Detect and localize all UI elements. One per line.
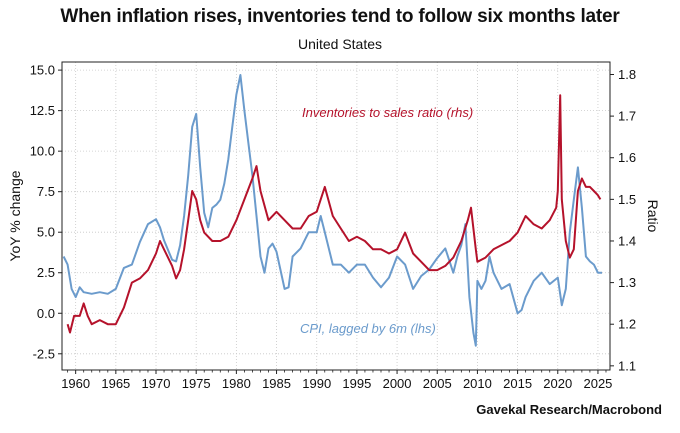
inventories-series-line: [66, 94, 602, 334]
x-tick-label: 1985: [262, 376, 291, 391]
y-axis-left: -2.5 0.0 2.5 5.0 7.5 10.0 12.5 15.0: [30, 63, 62, 361]
y-left-tick-label: 10.0: [30, 144, 55, 159]
chart-subtitle: United States: [297, 36, 383, 52]
x-tick-label: 1975: [182, 376, 211, 391]
y-left-tick-label: 2.5: [37, 265, 55, 280]
chart-title: When inflation rises, inventories tend t…: [60, 6, 620, 27]
x-tick-label: 2020: [543, 376, 572, 391]
cpi-series-line: [62, 74, 602, 347]
y-right-tick-label: 1.7: [618, 109, 636, 124]
inventories-series-label: Inventories to sales ratio (rhs): [302, 105, 473, 120]
y-right-tick-label: 1.6: [618, 150, 636, 165]
cpi-series-label: CPI, lagged by 6m (lhs): [300, 321, 436, 336]
y-right-tick-label: 1.8: [618, 67, 636, 82]
y-right-tick-label: 1.3: [618, 275, 636, 290]
source-credit: Gavekal Research/Macrobond: [476, 402, 662, 417]
x-tick-label: 2005: [423, 376, 452, 391]
x-tick-label: 2015: [503, 376, 532, 391]
y-left-tick-label: 12.5: [30, 103, 55, 118]
y-axis-right: 1.1 1.2 1.3 1.4 1.5 1.6 1.7 1.8: [610, 67, 636, 373]
y-right-tick-label: 1.1: [618, 358, 636, 373]
y-right-tick-label: 1.2: [618, 317, 636, 332]
y-left-tick-label: 7.5: [37, 184, 55, 199]
x-tick-label: 2025: [583, 376, 612, 391]
x-tick-label: 1965: [101, 376, 130, 391]
x-tick-label: 2000: [383, 376, 412, 391]
plot-frame: [61, 61, 611, 371]
y-left-tick-label: 0.0: [37, 306, 55, 321]
x-tick-label: 1980: [222, 376, 251, 391]
y-axis-left-title: YoY % change: [7, 170, 23, 261]
y-left-tick-label: 5.0: [37, 225, 55, 240]
y-right-tick-label: 1.5: [618, 192, 636, 207]
y-left-tick-label: -2.5: [33, 346, 55, 361]
x-tick-label: 1995: [342, 376, 371, 391]
x-tick-label: 1990: [302, 376, 331, 391]
y-axis-right-title: Ratio: [645, 200, 661, 233]
y-right-tick-label: 1.4: [618, 233, 636, 248]
series-lines: [62, 74, 602, 347]
y-left-tick-label: 15.0: [30, 63, 55, 78]
x-axis: 1960 1965 1970 1975 1980 1985 1990 1995 2000 2005…: [61, 370, 612, 391]
x-tick-label: 1960: [61, 376, 90, 391]
x-tick-label: 2010: [463, 376, 492, 391]
x-tick-label: 1970: [142, 376, 171, 391]
